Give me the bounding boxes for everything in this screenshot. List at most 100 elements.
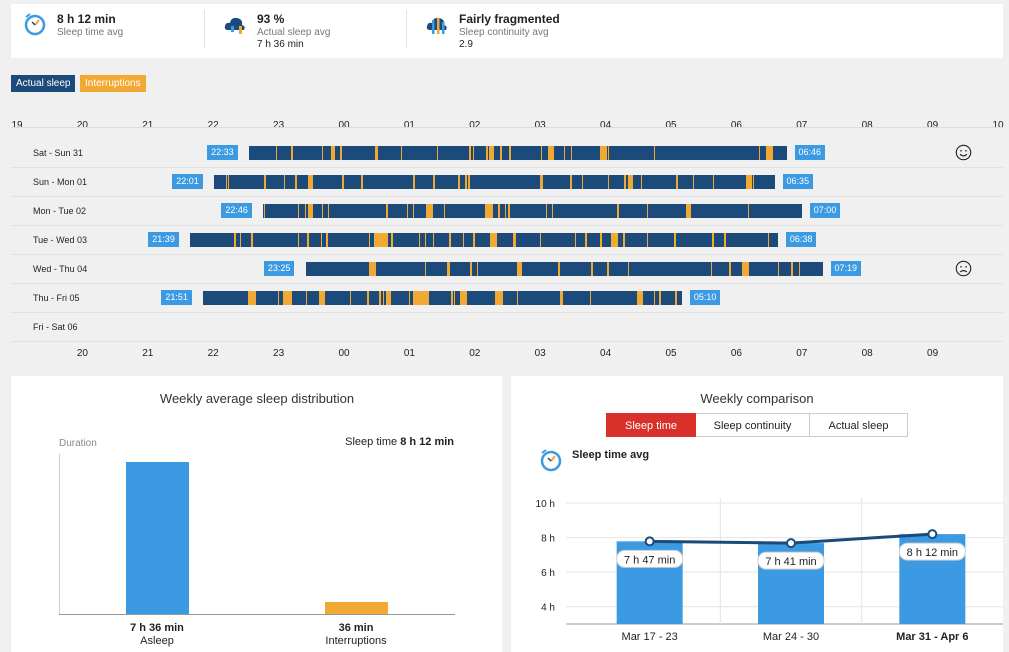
start-time-tag: 22:46 <box>221 203 252 218</box>
interruption-mark <box>432 233 435 247</box>
interruption-mark <box>308 175 313 189</box>
sleep-bar[interactable] <box>305 262 823 276</box>
interruption-mark <box>408 291 411 305</box>
x-axis <box>59 614 455 615</box>
interruption-mark <box>367 291 370 305</box>
interruption-mark <box>563 146 566 160</box>
interruption-mark <box>383 233 388 247</box>
interruption-mark <box>321 204 324 218</box>
y-axis <box>59 454 60 615</box>
top-tick-label: 23 <box>273 120 285 131</box>
sleep-bar[interactable] <box>263 204 802 218</box>
interruption-mark <box>653 146 656 160</box>
sleep-bar[interactable] <box>249 146 787 160</box>
value-label-box <box>757 551 825 570</box>
interruption-mark <box>509 146 511 160</box>
top-tick-label: 10 <box>992 120 1004 131</box>
interruption-mark <box>447 262 450 276</box>
top-tick-label: 19 <box>11 120 23 131</box>
interruption-mark <box>746 175 753 189</box>
distribution-bar-interruptions[interactable] <box>325 602 388 614</box>
bottom-tick-label: 00 <box>338 348 350 359</box>
interruption-mark <box>712 233 714 247</box>
bottom-tick-label: 20 <box>76 348 88 359</box>
interruption-mark <box>758 146 761 160</box>
interruption-mark <box>277 291 280 305</box>
interruption-mark <box>449 233 451 247</box>
row-label: Thu - Fri 05 <box>33 293 80 303</box>
interruption-mark <box>490 233 497 247</box>
row-label: Tue - Wed 03 <box>33 235 88 245</box>
interruption-mark <box>305 291 308 305</box>
comparison-chart: 10 h 8 h 6 h 4 h 7 h 47 min Mar 17 - 23 7 h 41… <box>536 498 1003 643</box>
timeline-row[interactable]: Wed - Thu 04 23:25 07:19 <box>11 255 1003 284</box>
interruption-mark <box>291 146 294 160</box>
sleep-bar[interactable] <box>203 291 682 305</box>
trend-point[interactable] <box>644 536 655 547</box>
interruption-mark <box>374 233 384 247</box>
value-label-box <box>898 542 966 561</box>
timeline-row[interactable]: Fri - Sat 06 <box>11 313 1003 342</box>
interruption-mark <box>369 262 371 276</box>
legend-actual-sleep[interactable]: Actual sleep <box>11 75 76 92</box>
sleep-bar[interactable] <box>214 175 775 189</box>
timeline-row[interactable]: Mon - Tue 02 22:46 07:00 <box>11 197 1003 226</box>
bottom-tick-label: 02 <box>469 348 481 359</box>
y-tick-label: 6 h <box>541 568 555 579</box>
interruption-mark <box>412 204 415 218</box>
interruption-mark <box>453 291 456 305</box>
interruption-mark <box>485 146 488 160</box>
trend-point[interactable] <box>927 529 938 540</box>
interruption-mark <box>386 204 388 218</box>
actual-sleep-value: 93 % <box>257 12 285 26</box>
distribution-bar-asleep[interactable] <box>126 462 189 614</box>
timeline-row[interactable]: Thu - Fri 05 21:51 05:10 <box>11 284 1003 313</box>
tab-sleep-continuity[interactable]: Sleep continuity <box>696 413 810 437</box>
happy-face-icon[interactable] <box>955 144 972 161</box>
sleep-bar[interactable] <box>190 233 778 247</box>
interruption-mark <box>400 146 403 160</box>
interruption-mark <box>766 146 774 160</box>
interruption-mark <box>607 262 609 276</box>
interruption-mark <box>624 175 626 189</box>
interruption-mark <box>539 233 542 247</box>
trend-point[interactable] <box>786 538 796 549</box>
interruption-mark <box>361 175 363 189</box>
clock-icon <box>540 449 562 472</box>
top-tick-label: 09 <box>927 120 939 131</box>
legend-interruptions[interactable]: Interruptions <box>80 75 146 92</box>
bottom-tick-label: 04 <box>600 348 612 359</box>
interruption-mark <box>676 175 678 189</box>
tab-sleep-time[interactable]: Sleep time <box>606 413 696 437</box>
interruption-mark <box>540 175 542 189</box>
interruption-mark <box>321 146 324 160</box>
end-time-tag: 05:10 <box>689 290 721 305</box>
interruption-mark <box>548 146 554 160</box>
timeline-row[interactable]: Sun - Mon 01 22:01 06:35 <box>11 168 1003 197</box>
continuity-label: Sleep continuity avg <box>459 27 549 38</box>
interruption-mark <box>513 233 515 247</box>
y-tick-label: 4 h <box>541 603 555 614</box>
interruption-mark <box>504 204 507 218</box>
end-time-tag: 06:46 <box>794 145 826 160</box>
interruption-mark <box>451 291 453 305</box>
interruption-mark <box>607 146 609 160</box>
interruption-mark <box>469 146 471 160</box>
interruption-mark <box>331 146 333 160</box>
interruption-mark <box>742 262 750 276</box>
top-tick-label: 06 <box>730 120 742 131</box>
top-tick-label: 00 <box>338 120 350 131</box>
tab-actual-sleep[interactable]: Actual sleep <box>809 413 908 437</box>
timeline-row[interactable]: Sat - Sun 31 22:33 06:46 <box>11 139 1003 168</box>
interruption-mark <box>486 146 489 160</box>
top-tick-label: 05 <box>665 120 677 131</box>
interruption-mark <box>391 233 393 247</box>
row-label: Fri - Sat 06 <box>33 322 78 332</box>
sad-face-icon[interactable] <box>955 260 972 277</box>
bar-value-label: 36 min <box>338 622 374 634</box>
interruption-mark <box>729 262 731 276</box>
actual-sleep-stat: 93 % Actual sleep avg 7 h 36 min <box>223 4 403 58</box>
top-tick-label: 04 <box>600 120 612 131</box>
timeline-row[interactable]: Tue - Wed 03 21:39 06:38 <box>11 226 1003 255</box>
clock-icon <box>24 13 46 36</box>
